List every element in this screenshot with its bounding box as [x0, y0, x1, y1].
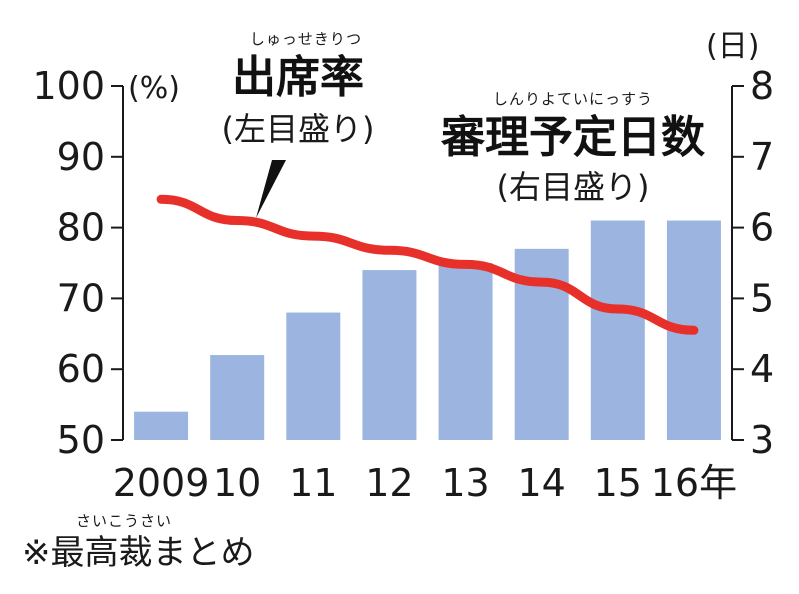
left-tick-label: 80 — [57, 206, 105, 250]
x-tick-label: 11 — [289, 461, 337, 505]
bar-10 — [210, 355, 265, 440]
bar-label-ruby: しんりよていにっすう — [493, 90, 653, 108]
source-note: ※最高裁まとめ — [22, 533, 255, 573]
x-tick-label: 15 — [594, 461, 642, 505]
right-tick-label: 7 — [750, 135, 774, 179]
right-tick-label: 4 — [750, 347, 774, 391]
right-ticks: 3 4 5 6 7 8 — [732, 64, 774, 462]
bar-15 — [590, 220, 645, 440]
attendance-rate-line — [156, 194, 699, 335]
bar-13 — [438, 263, 493, 440]
right-tick-label: 5 — [750, 276, 774, 320]
left-tick-label: 100 — [32, 64, 105, 108]
left-tick-label: 90 — [57, 135, 105, 179]
bar-2009 — [134, 411, 189, 440]
bar-11 — [286, 312, 341, 440]
x-tick-label: 16年 — [651, 461, 737, 505]
left-tick-label: 70 — [57, 276, 105, 320]
x-tick-label: 12 — [365, 461, 413, 505]
left-tick-label: 60 — [57, 347, 105, 391]
line-label-ruby: しゅっせきりつ — [250, 30, 362, 48]
right-tick-label: 6 — [750, 206, 774, 250]
left-axis-unit: (%) — [128, 71, 180, 106]
line-label-sub: (左目盛り) — [222, 110, 375, 148]
right-tick-label: 3 — [750, 418, 774, 462]
line-layer — [156, 194, 699, 335]
bar-label-sub: (右目盛り) — [497, 168, 650, 206]
x-tick-label: 14 — [518, 461, 566, 505]
bars — [134, 220, 721, 440]
x-tick-label: 13 — [441, 461, 489, 505]
line-label-title: 出席率 — [232, 52, 364, 103]
x-labels: 2009 10 11 12 13 14 15 16年 — [113, 461, 737, 505]
right-axis-unit: (日) — [706, 29, 759, 64]
left-ticks: 50 60 70 80 90 100 — [32, 64, 123, 462]
x-tick-label: 2009 — [113, 461, 210, 505]
right-tick-label: 8 — [750, 64, 774, 108]
x-tick-label: 10 — [213, 461, 261, 505]
bar-label-title: 審理予定日数 — [440, 112, 705, 163]
source-ruby: さいこうさい — [76, 512, 172, 530]
line-label-pointer — [256, 160, 286, 218]
axes — [122, 86, 733, 440]
bar-12 — [362, 270, 417, 440]
left-tick-label: 50 — [57, 418, 105, 462]
